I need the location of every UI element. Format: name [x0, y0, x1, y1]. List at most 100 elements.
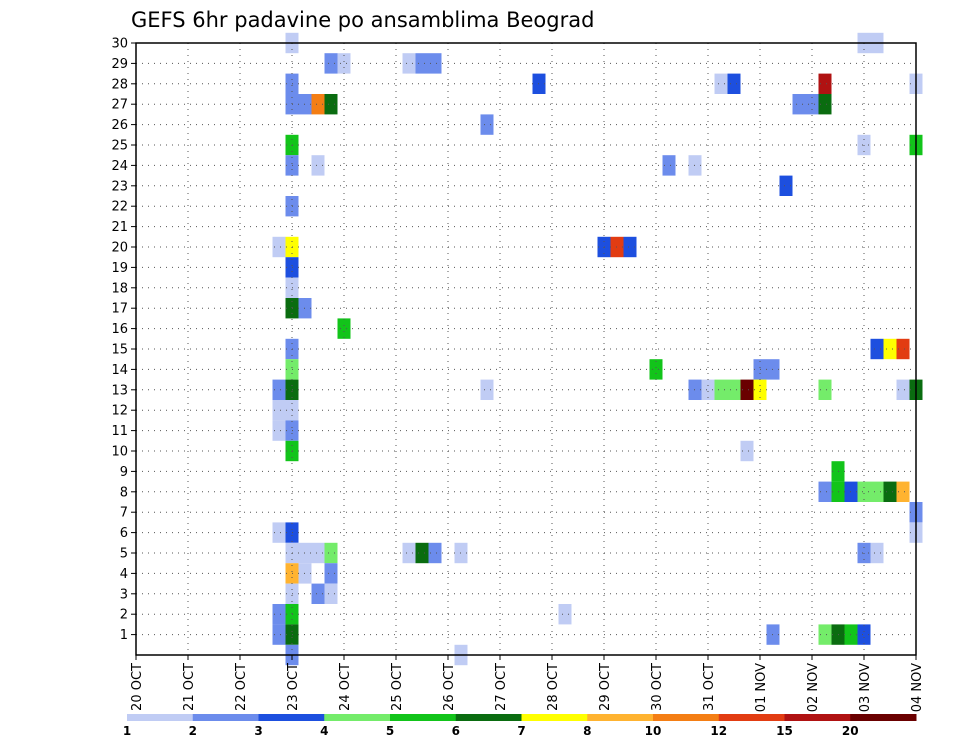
colorbar-tick-label: 4: [320, 724, 328, 738]
colorbar-tick-label: 2: [189, 724, 197, 738]
colorbar-swatch: [390, 714, 457, 721]
colorbar-legend: 1 2 3 4 5 6 7 8 10 12 15 20: [123, 714, 917, 738]
heatmap-cell: [714, 379, 728, 400]
x-tick-label: 29 OCT: [598, 663, 613, 711]
heatmap-cell: [324, 563, 338, 584]
colorbar-swatch: [324, 714, 391, 721]
heatmap-cell: [818, 73, 832, 94]
x-tick-label: 03 NOV: [858, 663, 873, 712]
y-tick-label: 22: [111, 200, 128, 215]
heatmap-cell: [272, 236, 286, 258]
heatmap-cell: [779, 175, 793, 196]
heatmap-cell: [805, 94, 819, 115]
heatmap-cell: [649, 359, 663, 380]
heatmap-cell: [402, 542, 416, 564]
y-tick-label: 28: [111, 77, 128, 92]
y-tick-label: 7: [120, 506, 128, 521]
colorbar-tick-label: 12: [710, 724, 727, 738]
heatmap-cell: [857, 624, 871, 645]
y-tick-label: 10: [111, 445, 128, 460]
chart-title: GEFS 6hr padavine po ansamblima Beograd: [131, 8, 594, 32]
y-tick-label: 20: [111, 241, 128, 256]
heatmap-cell: [896, 481, 910, 502]
colorbar-swatch: [258, 714, 325, 721]
heatmap-cell: [272, 624, 286, 645]
x-tick-label: 02 NOV: [806, 663, 821, 712]
y-tick-label: 18: [111, 281, 128, 296]
y-tick-label: 24: [111, 159, 128, 174]
heatmap-cell: [818, 379, 832, 400]
heatmap-cell: [727, 379, 741, 400]
heatmap-cell: [883, 338, 897, 360]
heatmap-cell: [714, 73, 728, 94]
heatmap-cell: [870, 338, 884, 360]
x-tick-label: 01 NOV: [754, 663, 769, 712]
heatmap-cell: [870, 481, 884, 502]
heatmap-cell: [324, 53, 338, 74]
colorbar-swatch: [587, 714, 654, 721]
x-tick-label: 27 OCT: [494, 663, 509, 711]
y-tick-label: 13: [111, 383, 128, 398]
grid-lines: [136, 43, 916, 655]
y-tick-label: 5: [120, 547, 128, 562]
heatmap-cell: [272, 420, 286, 441]
heatmap-cell: [415, 542, 429, 564]
heatmap-cell: [324, 583, 338, 604]
colorbar-swatch: [455, 714, 522, 721]
heatmap-cell: [480, 379, 494, 400]
colorbar-tick-label: 5: [386, 724, 394, 738]
heatmap-cell: [324, 542, 338, 564]
colorbar-swatch: [784, 714, 851, 721]
y-tick-label: 19: [111, 261, 128, 276]
y-tick-label: 29: [111, 57, 128, 72]
y-tick-label: 21: [111, 220, 128, 235]
y-tick-label: 4: [120, 567, 128, 582]
colorbar-tick-label: 7: [517, 724, 525, 738]
y-tick-label: 23: [111, 179, 128, 194]
x-tick-label: 04 NOV: [910, 663, 925, 712]
y-tick-label: 15: [111, 343, 128, 358]
heatmap-cell: [870, 542, 884, 564]
heatmap-cell: [792, 94, 806, 115]
x-tick-label: 31 OCT: [702, 663, 717, 711]
heatmap-cell: [428, 53, 442, 74]
y-axis: 1234567891011121314151617181920212223242…: [111, 37, 136, 643]
colorbar-tick-label: 20: [842, 724, 859, 738]
heatmap-cell: [272, 604, 286, 625]
heatmap-cell: [896, 338, 910, 360]
x-tick-label: 23 OCT: [286, 663, 301, 711]
heatmap-cell: [415, 53, 429, 74]
heatmap-cell: [896, 379, 910, 400]
y-tick-label: 6: [120, 526, 128, 541]
heatmap-cell: [337, 53, 351, 74]
heatmap-cell: [883, 481, 897, 502]
colorbar-tick-label: 8: [583, 724, 591, 738]
heatmap-cell: [311, 94, 325, 115]
heatmap-cell: [311, 583, 325, 604]
y-tick-label: 16: [111, 322, 128, 337]
y-tick-label: 30: [111, 37, 128, 52]
x-tick-label: 30 OCT: [650, 663, 665, 711]
y-tick-label: 12: [111, 404, 128, 419]
x-tick-label: 26 OCT: [442, 663, 457, 711]
colorbar-tick-label: 15: [776, 724, 793, 738]
heatmap-cell: [428, 542, 442, 564]
colorbar-swatch: [718, 714, 785, 721]
y-tick-label: 27: [111, 98, 128, 113]
y-tick-label: 11: [111, 424, 128, 439]
y-tick-label: 1: [120, 628, 128, 643]
x-axis: 20 OCT 21 OCT 22 OCT 23 OCT 24 OCT 25 OCT 26 O…: [130, 655, 925, 712]
x-tick-label: 21 OCT: [182, 663, 197, 711]
colorbar-tick-label: 6: [452, 724, 460, 738]
colorbar-swatch: [850, 714, 917, 721]
heatmap-cell: [818, 481, 832, 502]
x-tick-label: 24 OCT: [338, 663, 353, 711]
heatmap-cell: [272, 522, 286, 543]
y-tick-label: 14: [111, 363, 128, 378]
x-tick-label: 20 OCT: [130, 663, 145, 711]
colorbar-tick-label: 1: [123, 724, 131, 738]
heatmap-cell: [740, 440, 754, 462]
colorbar-swatch: [127, 714, 194, 721]
heatmap-cell: [818, 94, 832, 115]
